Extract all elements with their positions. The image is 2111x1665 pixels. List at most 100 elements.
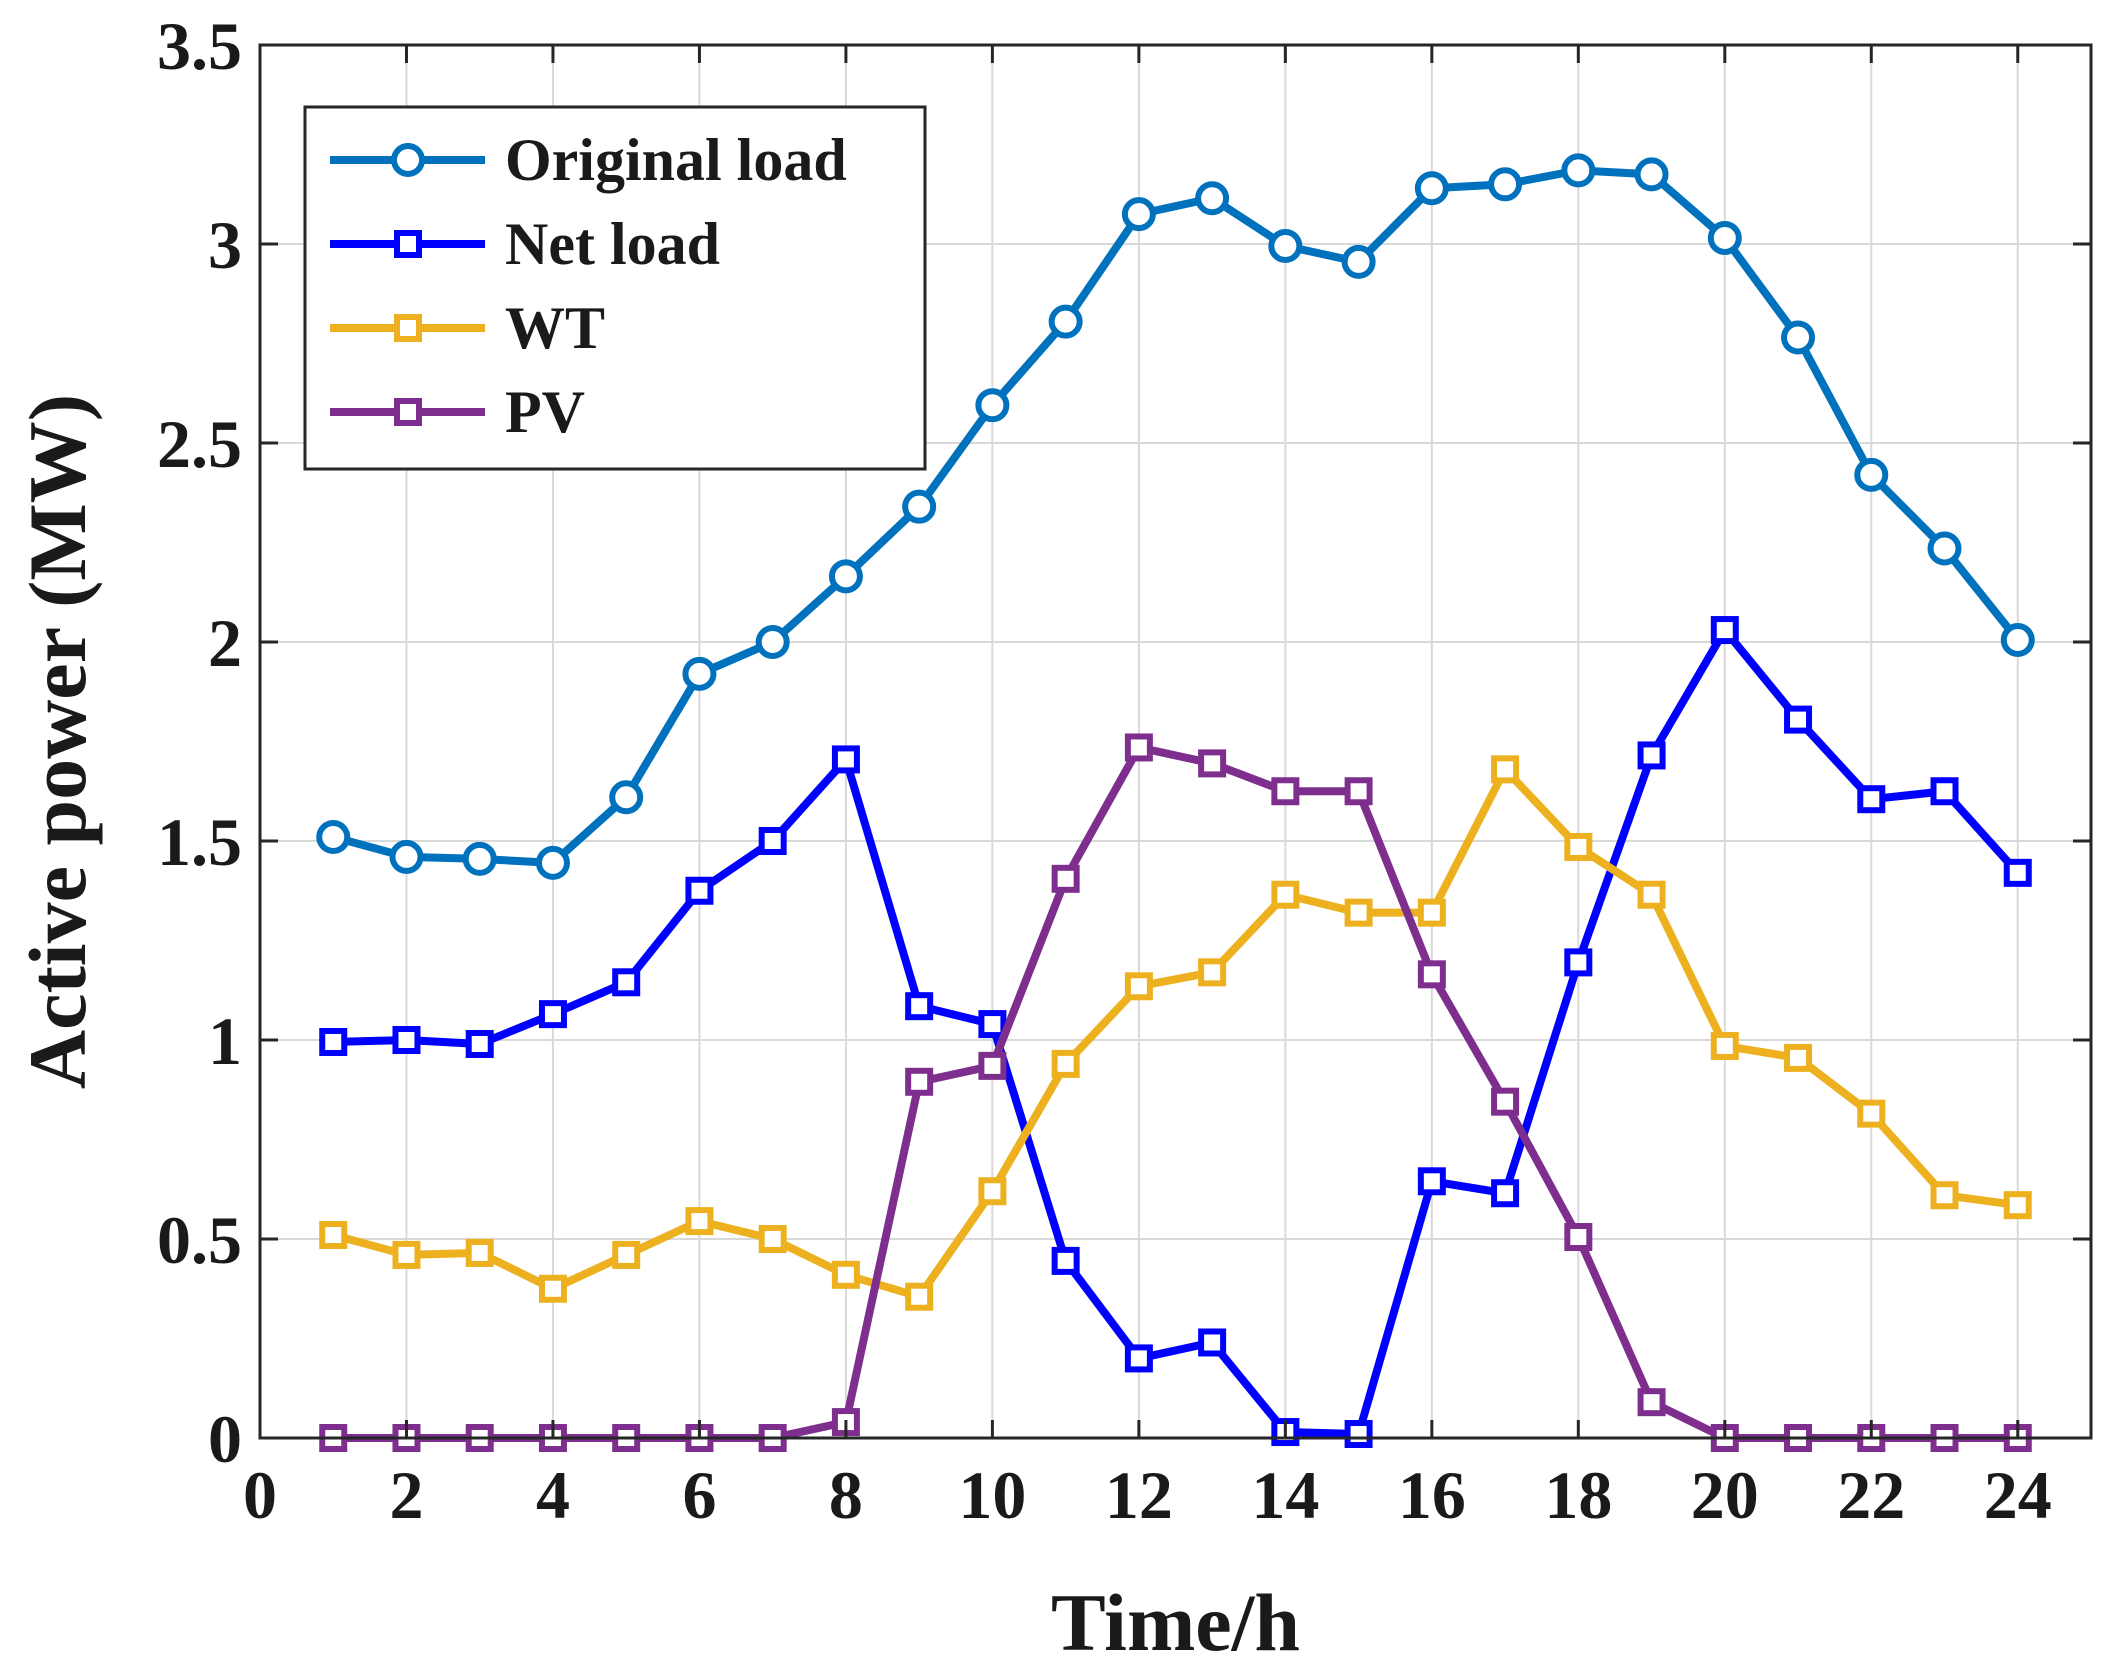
data-point <box>685 876 714 905</box>
x-tick-label: 20 <box>1691 1457 1759 1533</box>
data-point <box>1051 1049 1080 1078</box>
x-tick-labels: 0 2 4 6 8 10 12 14 16 18 20 22 24 <box>243 1457 2052 1533</box>
data-point <box>319 1221 348 1250</box>
data-point <box>1710 616 1739 645</box>
series-original-load <box>316 153 2035 880</box>
data-point <box>609 780 644 815</box>
data-point <box>1198 958 1227 987</box>
data-point <box>612 968 641 997</box>
data-point <box>1857 785 1886 814</box>
y-tick-label: 2.5 <box>157 406 242 482</box>
x-tick-label: 16 <box>1398 1457 1466 1533</box>
legend-item: WT <box>330 295 605 361</box>
data-point <box>1927 531 1962 566</box>
data-point <box>1637 741 1666 770</box>
series-wt <box>319 755 2032 1311</box>
data-point <box>392 1026 421 1054</box>
data-point <box>685 1207 714 1236</box>
data-point <box>1491 755 1520 784</box>
x-axis-label: Time/h <box>1051 1577 1300 1665</box>
series-line <box>333 743 2018 1442</box>
data-point <box>1344 777 1373 806</box>
data-point <box>1491 1087 1520 1116</box>
series-line <box>333 626 2021 1439</box>
legend-marker <box>391 143 425 177</box>
data-point <box>538 1000 567 1029</box>
data-point <box>1198 749 1227 778</box>
y-tick-labels: 0 0.5 1 1.5 2 2.5 3 3.5 <box>157 8 242 1477</box>
data-point <box>758 1225 787 1253</box>
y-tick-label: 1.5 <box>157 804 242 880</box>
data-point <box>1414 171 1449 206</box>
data-point <box>1124 972 1153 1001</box>
data-point <box>1124 1344 1153 1373</box>
data-point <box>1268 228 1303 263</box>
legend-marker <box>394 314 422 342</box>
x-tick-label: 12 <box>1105 1457 1173 1533</box>
data-point <box>389 839 424 874</box>
axis-ticks <box>258 43 2091 1440</box>
data-point <box>905 1067 934 1096</box>
x-tick-label: 6 <box>682 1457 716 1533</box>
legend: Original load Net load WT PV <box>303 105 927 471</box>
y-tick-label: 0 <box>208 1401 242 1477</box>
y-tick-label: 3 <box>208 207 242 283</box>
x-tick-label: 22 <box>1837 1457 1905 1533</box>
plot-frame <box>258 43 2093 1440</box>
data-point <box>465 1029 494 1058</box>
x-tick-label: 0 <box>243 1457 277 1533</box>
data-point <box>1124 733 1153 762</box>
data-point <box>1195 181 1230 216</box>
data-point <box>1781 320 1816 355</box>
data-point <box>1784 1043 1813 1072</box>
legend-item: PV <box>330 379 585 445</box>
data-point <box>535 845 570 880</box>
data-point <box>828 559 863 594</box>
series-line <box>332 765 2019 1301</box>
data-point <box>1491 1179 1520 1208</box>
data-point <box>978 1177 1007 1206</box>
legend-marker <box>394 230 422 258</box>
data-point <box>1048 304 1083 339</box>
data-point <box>1271 777 1300 806</box>
data-point <box>831 1260 860 1289</box>
data-point <box>538 1274 567 1303</box>
legend-label: Original load <box>505 127 847 193</box>
data-point <box>905 992 934 1021</box>
data-point <box>1488 167 1523 202</box>
data-point <box>1854 457 1889 492</box>
data-point <box>1417 960 1446 989</box>
data-point <box>902 489 937 524</box>
data-point <box>1637 880 1666 909</box>
data-point <box>1784 705 1813 734</box>
legend-marker <box>394 398 422 426</box>
x-tick-label: 4 <box>536 1457 570 1533</box>
data-point <box>1344 898 1373 927</box>
y-tick-label: 2 <box>208 605 242 681</box>
data-point <box>462 841 497 876</box>
data-point <box>831 745 860 774</box>
data-point <box>1564 1223 1593 1252</box>
data-point <box>1637 1388 1666 1417</box>
legend-item: Net load <box>330 211 720 277</box>
x-tick-label: 24 <box>1984 1457 2052 1533</box>
data-point <box>1341 244 1376 279</box>
legend-label: PV <box>505 379 585 445</box>
data-point <box>758 827 787 855</box>
data-point <box>2003 1191 2032 1220</box>
x-tick-label: 18 <box>1544 1457 1612 1533</box>
data-point <box>978 1010 1007 1039</box>
data-point <box>319 1027 348 1056</box>
data-point <box>1198 1328 1227 1357</box>
data-point <box>1417 1167 1446 1196</box>
data-point <box>682 656 717 691</box>
series-net-load <box>319 616 2032 1449</box>
legend-label: Net load <box>505 211 720 277</box>
y-tick-label: 3.5 <box>157 8 242 84</box>
data-point <box>612 1240 641 1269</box>
x-tick-label: 10 <box>958 1457 1026 1533</box>
legend-label: WT <box>505 295 605 361</box>
x-tick-label: 8 <box>829 1457 863 1533</box>
data-point <box>1051 864 1080 893</box>
x-tick-label: 14 <box>1251 1457 1319 1533</box>
